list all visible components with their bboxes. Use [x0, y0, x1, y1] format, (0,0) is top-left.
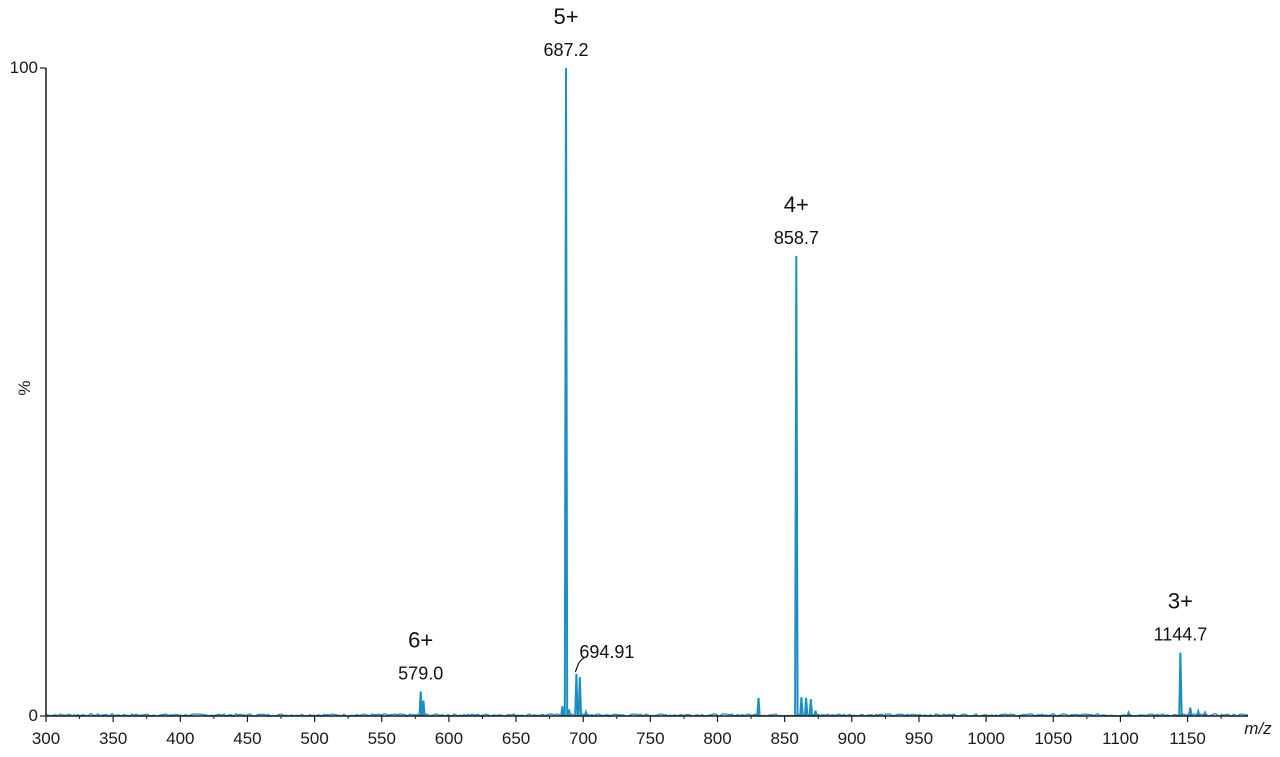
x-tick-label: 500: [300, 729, 328, 748]
x-tick-label: 1100: [1102, 729, 1139, 748]
y-tick-label: 100: [10, 58, 38, 77]
spectrum-peak: [1126, 709, 1131, 717]
peak-mz-label: 687.2: [543, 40, 588, 60]
spectrum-peak: [563, 67, 569, 717]
spectrum-peak: [577, 677, 583, 717]
peak-mz-label: 858.7: [774, 228, 819, 248]
x-tick-label: 450: [233, 729, 261, 748]
x-tick-label: 700: [569, 729, 597, 748]
spectrum-peak: [574, 673, 579, 717]
peak-leader-line: [574, 657, 585, 673]
spectrum-peak: [756, 697, 761, 717]
axes: 300 350 400 450 500 550 600 650 700 750 800 850 900 9…: [10, 58, 1273, 748]
x-tick-label: 600: [435, 729, 463, 748]
spectrum-peak: [1188, 707, 1193, 717]
spectrum-peak: [1196, 707, 1201, 717]
x-tick-label: 1150: [1169, 729, 1206, 748]
x-tick-label: 750: [636, 729, 664, 748]
peak-charge-label: 5+: [553, 4, 578, 29]
spectrum-peak: [583, 708, 589, 717]
peak-mz-label: 579.0: [398, 663, 443, 683]
x-axis-label: m/z: [1244, 719, 1272, 738]
peak-mz-label: 1144.7: [1154, 624, 1208, 644]
y-axis-label: %: [15, 380, 34, 395]
x-tick-label: 350: [99, 729, 127, 748]
spectrum-peak: [418, 691, 423, 717]
x-tick-label: 400: [166, 729, 194, 748]
x-tick-label: 950: [905, 729, 933, 748]
spectrum-peak: [421, 700, 426, 717]
spectrum-peak: [808, 699, 814, 717]
peak-charge-label: 4+: [784, 192, 809, 217]
peak-charge-label: 6+: [408, 627, 433, 652]
x-tick-label: 900: [838, 729, 866, 748]
labels: 579.0 6+ 687.2 5+ 694.91 858.7 4+ 1144.7 3+: [398, 4, 1207, 683]
peak-charge-label: 3+: [1168, 588, 1193, 613]
spectrum-peak: [813, 710, 818, 717]
spectrum-peak: [1202, 709, 1208, 717]
spectrum-peak: [803, 697, 809, 717]
spectrum-peak: [799, 697, 804, 717]
spectrum-peak: [1178, 652, 1183, 717]
x-tick-label: 300: [32, 729, 60, 748]
x-tick-label: 850: [770, 729, 798, 748]
x-tick-label: 550: [368, 729, 396, 748]
y-tick-label: 0: [29, 706, 38, 725]
peak-mz-label: 694.91: [579, 642, 634, 662]
plot-area: [45, 67, 1249, 717]
spectrum-peak: [566, 709, 572, 717]
x-tick-label: 1000: [967, 729, 1005, 748]
spectrum-peak: [560, 706, 565, 717]
x-tick-label: 1050: [1034, 729, 1072, 748]
spectrum-peak: [794, 255, 799, 717]
x-tick-label: 650: [502, 729, 530, 748]
x-tick-label: 800: [703, 729, 731, 748]
